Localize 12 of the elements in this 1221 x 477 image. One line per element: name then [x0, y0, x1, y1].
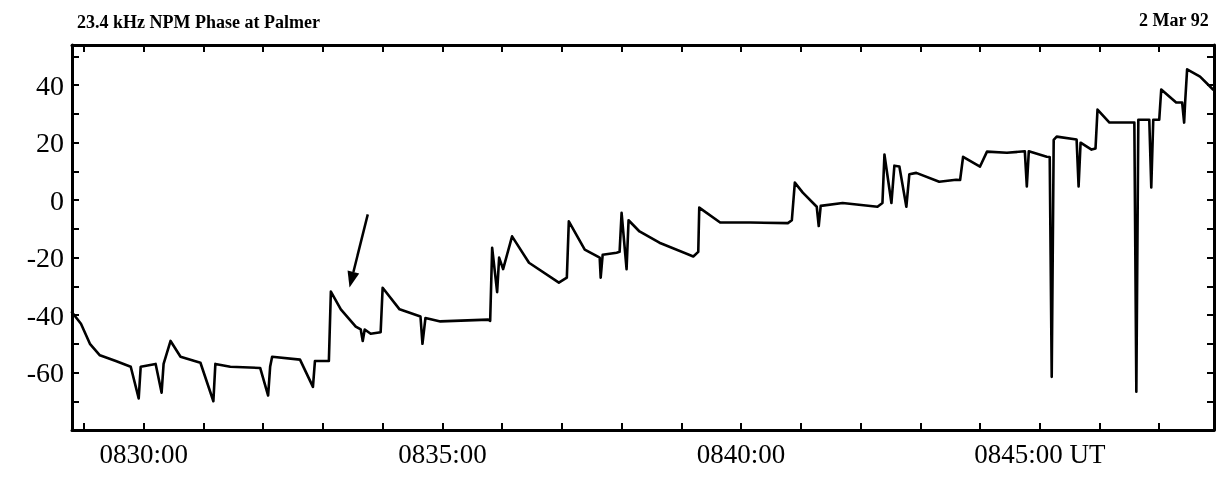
- y-tick-label: 20: [36, 127, 64, 159]
- chart-subtitle: 2 Mar 92: [1139, 10, 1209, 30]
- y-tick-label: -60: [26, 357, 64, 389]
- x-tick-label: 0840:00: [696, 438, 786, 469]
- x-tick-label: 0830:00: [99, 438, 188, 469]
- chart-title: 23.4 kHz NPM Phase at Palmer: [77, 12, 320, 32]
- y-tick-label: 40: [36, 69, 64, 101]
- y-tick-label: -20: [26, 242, 64, 274]
- x-tick-label: 0835:00: [398, 438, 487, 469]
- y-tick-label: 0: [50, 184, 64, 216]
- x-tick-label: 0845:00 UT: [974, 438, 1106, 469]
- y-tick-label: -40: [26, 299, 64, 331]
